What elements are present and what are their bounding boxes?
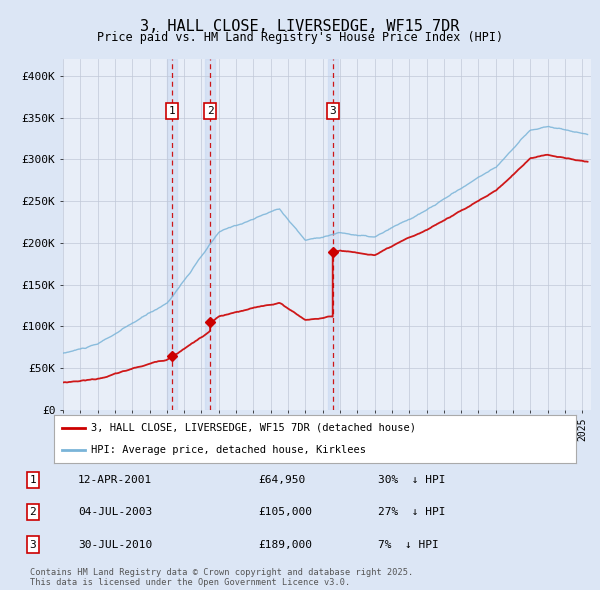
Text: 04-JUL-2003: 04-JUL-2003 bbox=[78, 507, 152, 517]
Bar bbox=[328, 59, 338, 410]
Text: £64,950: £64,950 bbox=[258, 475, 305, 484]
Text: 2: 2 bbox=[29, 507, 37, 517]
Text: 30%  ↓ HPI: 30% ↓ HPI bbox=[378, 475, 445, 484]
Text: 7%  ↓ HPI: 7% ↓ HPI bbox=[378, 540, 439, 549]
Bar bbox=[205, 59, 215, 410]
Text: 12-APR-2001: 12-APR-2001 bbox=[78, 475, 152, 484]
Text: 3: 3 bbox=[329, 106, 336, 116]
Text: 30-JUL-2010: 30-JUL-2010 bbox=[78, 540, 152, 549]
Text: 2: 2 bbox=[207, 106, 214, 116]
Bar bbox=[167, 59, 177, 410]
Text: 1: 1 bbox=[169, 106, 175, 116]
Text: 3, HALL CLOSE, LIVERSEDGE, WF15 7DR (detached house): 3, HALL CLOSE, LIVERSEDGE, WF15 7DR (det… bbox=[91, 423, 416, 433]
Text: 3, HALL CLOSE, LIVERSEDGE, WF15 7DR: 3, HALL CLOSE, LIVERSEDGE, WF15 7DR bbox=[140, 19, 460, 34]
Text: 1: 1 bbox=[29, 475, 37, 484]
Text: HPI: Average price, detached house, Kirklees: HPI: Average price, detached house, Kirk… bbox=[91, 445, 365, 455]
Text: £105,000: £105,000 bbox=[258, 507, 312, 517]
Text: £189,000: £189,000 bbox=[258, 540, 312, 549]
Text: 3: 3 bbox=[29, 540, 37, 549]
Text: Price paid vs. HM Land Registry's House Price Index (HPI): Price paid vs. HM Land Registry's House … bbox=[97, 31, 503, 44]
Text: 27%  ↓ HPI: 27% ↓ HPI bbox=[378, 507, 445, 517]
Text: Contains HM Land Registry data © Crown copyright and database right 2025.
This d: Contains HM Land Registry data © Crown c… bbox=[30, 568, 413, 587]
